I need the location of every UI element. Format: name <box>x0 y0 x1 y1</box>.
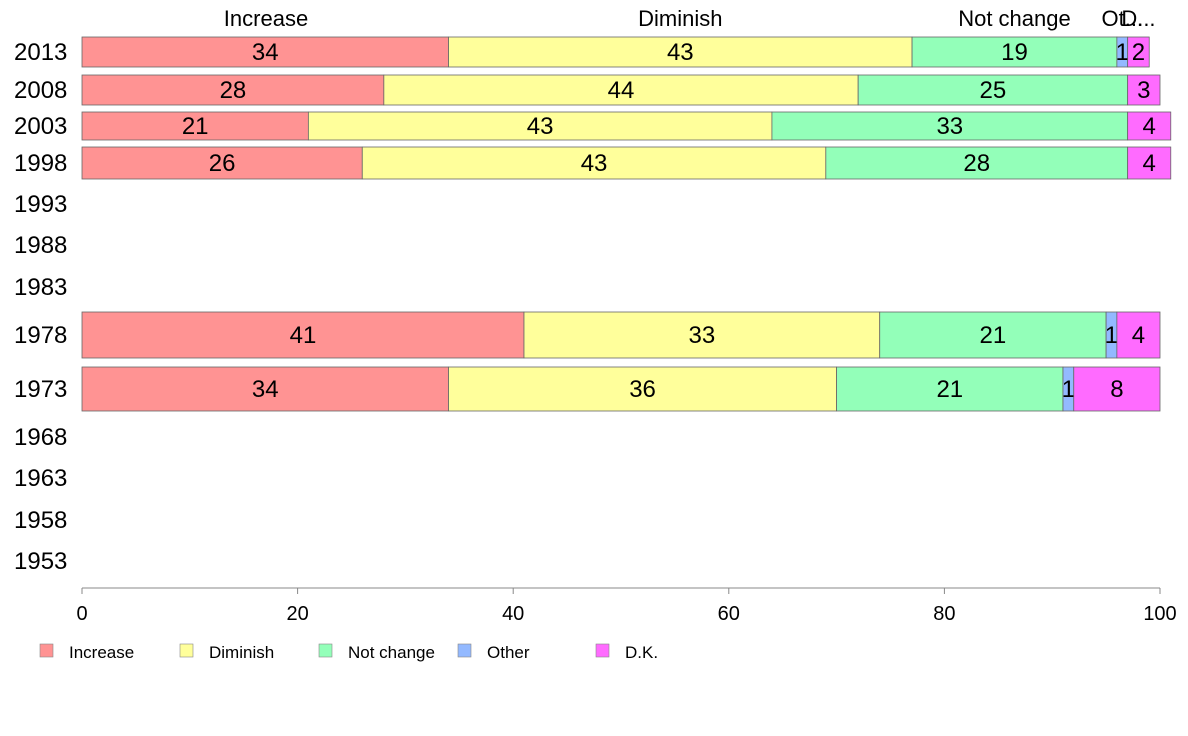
bar-segment-2008-d-k- <box>1127 74 1161 106</box>
x-tick-label-100: 100 <box>1143 603 1176 625</box>
bar-segment-2013-d-k- <box>1127 36 1150 68</box>
bar-value-label-1978-1: 33 <box>688 322 715 349</box>
bar-segment-2013-not-change <box>911 36 1118 68</box>
year-label-1963: 1963 <box>14 465 67 492</box>
bar-segment-1973-d-k- <box>1073 366 1161 412</box>
bar-value-label-1978-4: 4 <box>1132 322 1145 349</box>
bar-value-label-2003-4: 4 <box>1143 113 1156 140</box>
bar-segment-2008-not-change <box>857 74 1129 106</box>
year-label-1998: 1998 <box>14 150 67 177</box>
bar-segment-1973-not-change <box>836 366 1064 412</box>
top-series-label-4: D... <box>1121 6 1155 31</box>
bar-segment-2008-increase <box>81 74 385 106</box>
bar-value-label-1973-2: 21 <box>936 376 963 403</box>
top-series-label-1: Diminish <box>638 6 722 31</box>
year-label-1953: 1953 <box>14 548 67 575</box>
bar-value-label-1998-1: 43 <box>581 150 608 177</box>
bar-value-label-1973-1: 36 <box>629 376 656 403</box>
legend-swatch-increase <box>39 643 54 658</box>
bar-segment-1998-increase <box>81 146 363 180</box>
legend-swatch-not-change <box>318 643 333 658</box>
bar-value-label-2003-0: 21 <box>182 113 209 140</box>
bar-value-label-2013-4: 2 <box>1132 39 1145 66</box>
bar-segment-2003-d-k- <box>1127 111 1172 141</box>
x-tick-label-60: 60 <box>718 603 740 625</box>
bar-value-label-2008-1: 44 <box>608 77 635 104</box>
bar-segment-1978-increase <box>81 311 525 359</box>
bar-value-label-2013-0: 34 <box>252 39 279 66</box>
bar-value-label-1998-0: 26 <box>209 150 236 177</box>
bar-value-label-2008-4: 3 <box>1137 77 1150 104</box>
top-series-label-3: Ot... <box>1101 6 1143 31</box>
bar-segment-2013-diminish <box>448 36 913 68</box>
bar-value-label-1978-2: 21 <box>980 322 1007 349</box>
bar-value-label-2013-1: 43 <box>667 39 694 66</box>
bar-value-label-2008-0: 28 <box>220 77 247 104</box>
year-label-2013: 2013 <box>14 39 67 66</box>
bar-value-label-2013-3: 1 <box>1116 39 1129 66</box>
year-label-1978: 1978 <box>14 322 67 349</box>
bar-segment-1978-diminish <box>523 311 881 359</box>
year-label-2003: 2003 <box>14 113 67 140</box>
bar-value-label-1978-3: 1 <box>1105 322 1118 349</box>
bar-segment-1998-d-k- <box>1127 146 1172 180</box>
bar-segment-1978-d-k- <box>1116 311 1161 359</box>
bar-segment-2003-increase <box>81 111 309 141</box>
bar-value-label-2003-2: 33 <box>936 113 963 140</box>
legend-label-diminish: Diminish <box>209 643 274 662</box>
year-label-1973: 1973 <box>14 376 67 403</box>
legend-label-other: Other <box>487 643 530 662</box>
year-label-1958: 1958 <box>14 507 67 534</box>
bar-value-label-1978-0: 41 <box>290 322 317 349</box>
legend-swatch-other <box>457 643 472 658</box>
bar-value-label-2003-1: 43 <box>527 113 554 140</box>
legend-label-increase: Increase <box>69 643 134 662</box>
bar-segment-1978-not-change <box>879 311 1107 359</box>
bar-value-label-1998-4: 4 <box>1143 150 1156 177</box>
bar-value-label-1973-0: 34 <box>252 376 279 403</box>
legend-label-d-k-: D.K. <box>625 643 658 662</box>
top-series-label-0: Increase <box>224 6 308 31</box>
legend-label-not-change: Not change <box>348 643 435 662</box>
bar-segment-1998-not-change <box>825 146 1129 180</box>
year-label-2008: 2008 <box>14 77 67 104</box>
bar-segment-2003-diminish <box>307 111 773 141</box>
bar-segment-1973-diminish <box>448 366 837 412</box>
year-label-1968: 1968 <box>14 424 67 451</box>
bar-value-label-1973-3: 1 <box>1062 376 1075 403</box>
bar-segment-2008-diminish <box>383 74 859 106</box>
bar-value-label-2008-2: 25 <box>980 77 1007 104</box>
year-label-1983: 1983 <box>14 274 67 301</box>
legend-swatch-d-k- <box>595 643 610 658</box>
x-tick-label-20: 20 <box>286 603 308 625</box>
bar-segment-1973-increase <box>81 366 449 412</box>
bar-segment-2003-not-change <box>771 111 1129 141</box>
year-label-1988: 1988 <box>14 232 67 259</box>
bar-segment-2013-increase <box>81 36 449 68</box>
x-tick-label-80: 80 <box>933 603 955 625</box>
top-series-label-2: Not change <box>958 6 1071 31</box>
bar-value-label-2013-2: 19 <box>1001 39 1028 66</box>
legend-swatch-diminish <box>179 643 194 658</box>
x-tick-label-40: 40 <box>502 603 524 625</box>
x-tick-label-0: 0 <box>76 603 87 625</box>
year-label-1993: 1993 <box>14 191 67 218</box>
bar-value-label-1973-4: 8 <box>1110 376 1123 403</box>
bar-value-label-1998-2: 28 <box>963 150 990 177</box>
